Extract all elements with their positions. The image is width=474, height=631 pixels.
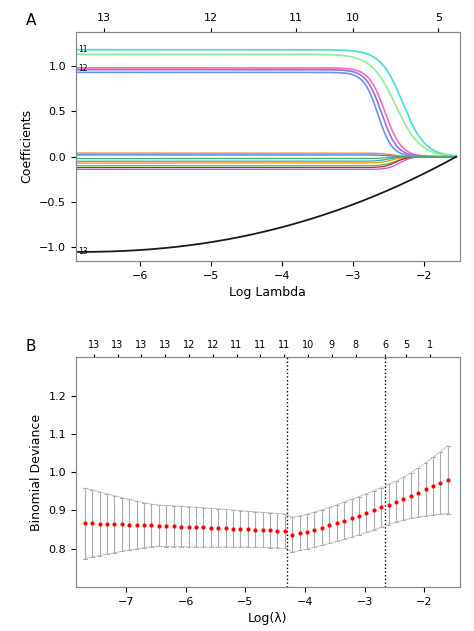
Point — [303, 526, 311, 536]
Point — [318, 522, 326, 533]
X-axis label: Log Lambda: Log Lambda — [229, 286, 306, 299]
Point — [289, 529, 296, 540]
Point — [348, 513, 356, 523]
Point — [207, 522, 215, 533]
Point — [229, 524, 237, 534]
Point — [392, 497, 400, 507]
Point — [385, 500, 392, 510]
Point — [103, 519, 111, 529]
Point — [155, 521, 163, 531]
Point — [148, 521, 155, 531]
Point — [133, 520, 140, 530]
Point — [310, 524, 318, 534]
Point — [355, 510, 363, 521]
Point — [400, 493, 407, 504]
Point — [414, 488, 422, 498]
Point — [244, 524, 252, 534]
Point — [110, 519, 118, 529]
Text: 12: 12 — [78, 64, 88, 73]
Point — [177, 521, 185, 531]
Point — [377, 502, 385, 512]
Point — [340, 516, 348, 526]
Point — [163, 521, 170, 531]
Point — [140, 520, 148, 530]
Point — [370, 505, 378, 516]
Point — [363, 508, 370, 518]
Point — [88, 519, 96, 529]
Point — [214, 523, 222, 533]
Point — [170, 521, 177, 531]
Text: A: A — [26, 13, 36, 28]
Y-axis label: Coefficients: Coefficients — [20, 109, 34, 184]
Point — [429, 481, 437, 491]
Point — [326, 521, 333, 531]
Text: B: B — [26, 339, 36, 354]
Point — [281, 526, 289, 536]
X-axis label: Log(λ): Log(λ) — [248, 612, 288, 625]
Point — [192, 522, 200, 532]
Point — [437, 478, 444, 488]
Point — [444, 475, 452, 485]
Point — [266, 525, 274, 535]
Text: 13: 13 — [78, 247, 88, 256]
Text: 11: 11 — [78, 45, 88, 54]
Point — [81, 518, 89, 528]
Point — [222, 523, 229, 533]
Point — [237, 524, 244, 534]
Point — [259, 525, 266, 535]
Point — [333, 518, 340, 528]
Point — [126, 520, 133, 530]
Point — [185, 522, 192, 532]
Point — [96, 519, 103, 529]
Point — [273, 526, 281, 536]
Point — [200, 522, 207, 533]
Point — [251, 524, 259, 534]
Point — [407, 490, 415, 500]
Point — [118, 519, 126, 529]
Point — [296, 528, 303, 538]
Point — [422, 485, 429, 495]
Y-axis label: Binomial Deviance: Binomial Deviance — [30, 413, 43, 531]
